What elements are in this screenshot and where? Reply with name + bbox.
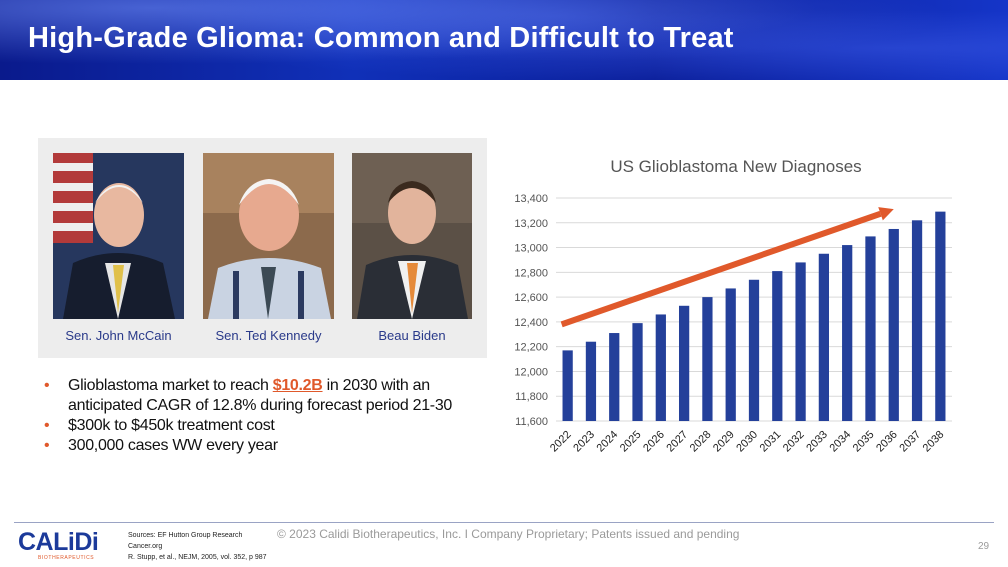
y-tick-label: 11,800	[515, 391, 548, 403]
bullet-treatment-cost: • $300k to $450k treatment cost	[44, 416, 484, 436]
bar-2036	[888, 228, 899, 421]
y-tick-label: 13,200	[514, 218, 548, 230]
bar-2023	[585, 341, 597, 421]
bar-2037	[911, 220, 923, 421]
trend-arrow	[560, 207, 894, 328]
bar-2032	[795, 262, 806, 421]
photo-panel: Sen. John McCain Sen. Ted Kennedy Beau B…	[38, 138, 487, 358]
bar-layer	[562, 211, 946, 421]
bar-2031	[772, 271, 783, 421]
photo-ted-kennedy	[203, 153, 334, 319]
copyright-notice: © 2023 Calidi Biotherapeutics, Inc. I Co…	[277, 527, 740, 541]
caption-ted-kennedy: Sen. Ted Kennedy	[215, 328, 322, 343]
bullet-treatment-cost-text: $300k to $450k treatment cost	[68, 417, 275, 434]
photo-john-mccain	[53, 153, 184, 319]
bullet-market-text-post: in 2030 with an anticipated CAGR of 12.8…	[68, 377, 453, 414]
logo-subtitle: BIOTHERAPEUTICS	[38, 555, 95, 561]
x-tick-label: 2033	[804, 429, 830, 455]
bar-2025	[632, 323, 643, 421]
caption-john-mccain: Sen. John McCain	[65, 328, 172, 343]
bar-2030	[748, 279, 760, 421]
caption-beau-biden: Beau Biden	[378, 328, 446, 343]
trend-arrow-head	[878, 207, 894, 221]
y-tick-label: 11,600	[515, 416, 548, 428]
bullet-list: • Glioblastoma market to reach $10.2B in…	[44, 376, 484, 456]
source-line: Sources: EF Hutton Group Research	[128, 532, 243, 539]
bullet-market: • Glioblastoma market to reach $10.2B in…	[44, 376, 484, 416]
bullet-market-text-pre: Glioblastoma market to reach	[68, 377, 273, 394]
slide-title: High-Grade Glioma: Common and Difficult …	[28, 22, 734, 54]
header-banner: High-Grade Glioma: Common and Difficult …	[0, 0, 1008, 80]
bullet-cases: • 300,000 cases WW every year	[44, 436, 484, 456]
bar-2029	[725, 288, 736, 421]
x-tick-label: 2035	[851, 429, 877, 455]
x-tick-label: 2036	[874, 429, 900, 455]
bar-2024	[609, 333, 620, 421]
y-tick-label: 13,000	[514, 243, 548, 255]
source-line: Cancer.org	[128, 543, 163, 550]
chart-svg: US Glioblastoma New Diagnoses 11,600 11,8…	[514, 157, 952, 455]
x-tick-label: 2025	[618, 429, 644, 455]
x-axis-ticks: 2022202320242025202620272028202920302031…	[548, 429, 947, 455]
x-tick-label: 2023	[571, 429, 597, 455]
sources: Sources: EF Hutton Group Research Cancer…	[128, 530, 267, 563]
calidi-logo: CALiDi BIOTHERAPEUTICS	[18, 530, 103, 564]
bar-2027	[678, 305, 690, 421]
bar-2028	[702, 297, 713, 421]
y-tick-label: 12,800	[514, 267, 548, 279]
bar-2038	[935, 211, 946, 421]
logo-wordmark: CALiDi	[18, 528, 99, 556]
x-tick-label: 2030	[734, 429, 760, 455]
x-tick-label: 2037	[897, 429, 923, 455]
bullet-cases-text: 300,000 cases WW every year	[68, 437, 278, 454]
bar-2026	[655, 314, 666, 421]
x-tick-label: 2032	[781, 429, 807, 455]
x-tick-label: 2024	[595, 429, 621, 455]
x-tick-label: 2034	[827, 429, 853, 455]
chart-title: US Glioblastoma New Diagnoses	[610, 157, 861, 176]
y-axis-ticks: 11,600 11,800 12,000 12,200 12,400 12,600 12,8…	[514, 193, 548, 428]
market-value-link[interactable]: $10.2B	[272, 377, 323, 394]
bar-2033	[818, 253, 830, 421]
x-tick-label: 2031	[758, 429, 784, 455]
x-tick-label: 2022	[548, 429, 574, 455]
bar-2034	[842, 245, 853, 421]
y-tick-label: 12,000	[514, 366, 548, 378]
footer-divider	[14, 522, 994, 523]
x-tick-label: 2029	[711, 429, 737, 455]
x-tick-label: 2026	[641, 429, 667, 455]
page-number: 29	[978, 541, 990, 552]
y-tick-label: 12,200	[514, 342, 548, 354]
diagnoses-chart: US Glioblastoma New Diagnoses 11,600 11,8…	[490, 140, 990, 470]
bar-2035	[865, 236, 876, 421]
x-tick-label: 2028	[688, 429, 714, 455]
x-tick-label: 2038	[921, 429, 947, 455]
bullet-marker: •	[44, 437, 50, 454]
trend-arrow-shaft	[560, 210, 882, 328]
y-tick-label: 12,600	[514, 292, 548, 304]
x-tick-label: 2027	[664, 429, 690, 455]
y-tick-label: 13,400	[514, 193, 548, 205]
source-line: R. Stupp, et al., NEJM, 2005, vol. 352, …	[128, 554, 267, 561]
photo-beau-biden	[352, 153, 472, 319]
y-tick-label: 12,400	[514, 317, 548, 329]
bullet-marker: •	[44, 417, 50, 434]
bullet-marker: •	[44, 377, 50, 394]
bar-2022	[562, 350, 573, 421]
